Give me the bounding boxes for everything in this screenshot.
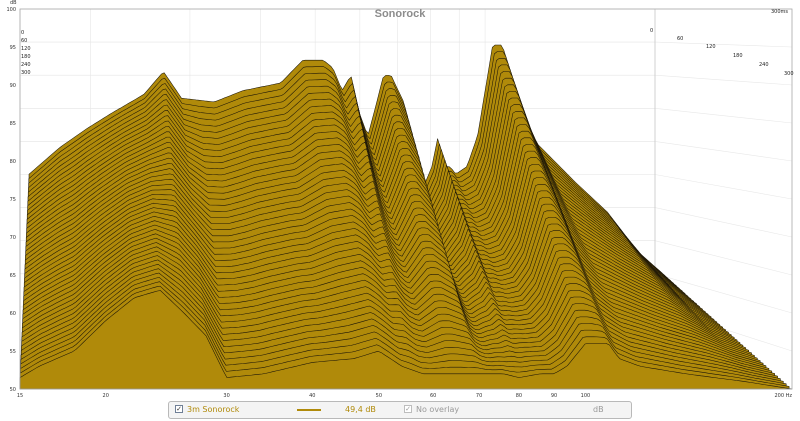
axis-labels: 15 20 30 40 50 60 70 80 90 100 200 Hz 100 95 90 85 80 75…: [6, 0, 793, 399]
x-tick-label: 90: [551, 393, 557, 399]
time-tick-label: 180: [733, 53, 743, 59]
y-unit-label: dB: [10, 0, 17, 6]
y-tick-label: 80: [10, 159, 16, 165]
x-tick-label: 200 Hz: [774, 393, 792, 399]
waterfall-surface: [19, 44, 793, 390]
time-tick-label-left: 240: [21, 62, 31, 68]
y-tick-label: 75: [10, 197, 16, 203]
y-tick-label: 95: [10, 45, 16, 51]
overlay-checkbox[interactable]: ✓: [404, 405, 412, 413]
time-tick-label: 240: [759, 62, 769, 68]
overlay-unit: dB: [593, 405, 604, 414]
chart-title: Sonorock: [375, 8, 427, 20]
y-tick-label: 90: [10, 83, 16, 89]
y-tick-label: 85: [10, 121, 16, 127]
time-corner-label: 300ms: [771, 9, 788, 15]
time-tick-label-left: 60: [21, 38, 27, 44]
series-1-line-swatch: [295, 402, 325, 418]
legend-bar: ✓ 3m Sonorock 49,4 dB ✓ No overlay dB: [168, 401, 632, 419]
time-tick-label: 120: [706, 44, 716, 50]
x-tick-label: 50: [376, 393, 382, 399]
time-tick-label: 300: [784, 71, 794, 77]
time-tick-label-left: 300: [21, 70, 31, 76]
series-1-checkbox[interactable]: ✓: [175, 405, 183, 413]
plot-frame: [19, 8, 793, 390]
y-tick-label: 65: [10, 273, 16, 279]
y-tick-label: 70: [10, 235, 16, 241]
time-tick-label-left: 120: [21, 46, 31, 52]
overlay-label: No overlay: [416, 405, 460, 414]
x-tick-label: 100: [581, 393, 591, 399]
time-tick-label-left: 0: [21, 30, 24, 36]
x-tick-label: 15: [17, 393, 23, 399]
series-1-value: 49,4 dB: [345, 405, 376, 414]
y-tick-label: 50: [10, 387, 16, 393]
x-tick-label: 80: [516, 393, 522, 399]
y-tick-label: 100: [6, 7, 16, 13]
legend-overlay[interactable]: ✓ No overlay: [404, 402, 504, 418]
series-1-label: 3m Sonorock: [187, 405, 240, 414]
y-tick-label: 55: [10, 349, 16, 355]
x-tick-label: 30: [223, 393, 229, 399]
x-tick-label: 20: [103, 393, 109, 399]
x-tick-label: 70: [476, 393, 482, 399]
time-tick-label: 60: [677, 36, 683, 42]
x-tick-label: 40: [309, 393, 315, 399]
y-tick-label: 60: [10, 311, 16, 317]
legend-series-1[interactable]: ✓ 3m Sonorock: [175, 402, 290, 418]
time-tick-label-left: 180: [21, 54, 31, 60]
time-tick-label: 0: [650, 28, 653, 34]
x-tick-label: 60: [430, 393, 436, 399]
waterfall-slice: [19, 290, 793, 390]
